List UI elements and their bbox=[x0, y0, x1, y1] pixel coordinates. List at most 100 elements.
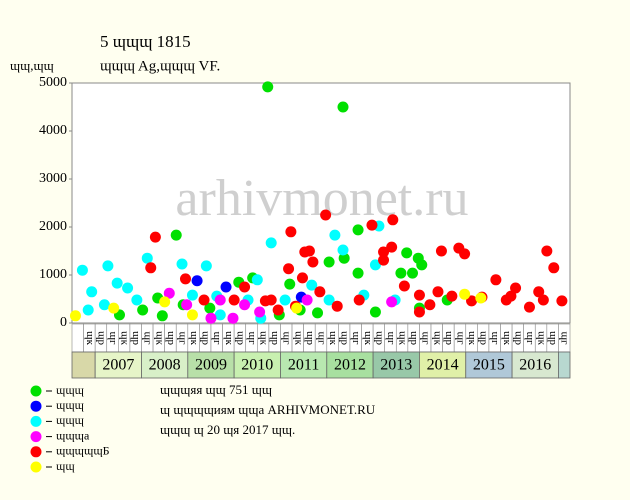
x-tick-label: ɰр bbox=[339, 331, 351, 346]
x-tick-label: ɰр bbox=[269, 331, 281, 346]
legend-label: ɰɰ bbox=[56, 459, 75, 473]
x-tick-label: ɰк bbox=[501, 331, 513, 346]
year-label: 2008 bbox=[149, 357, 181, 374]
x-tick-label: ɰр bbox=[478, 331, 490, 346]
data-point bbox=[337, 244, 349, 256]
data-point bbox=[353, 294, 365, 306]
data-point bbox=[204, 302, 216, 314]
data-point bbox=[459, 288, 471, 300]
data-point bbox=[312, 307, 324, 319]
data-point bbox=[556, 295, 568, 307]
x-tick-label: ɰр bbox=[200, 331, 212, 346]
data-point bbox=[285, 226, 297, 238]
data-point bbox=[111, 277, 123, 289]
data-point bbox=[435, 245, 447, 257]
year-label: 2014 bbox=[427, 357, 459, 374]
x-tick-label: ɰр bbox=[95, 331, 107, 346]
data-point bbox=[301, 294, 313, 306]
plot-area bbox=[71, 82, 571, 324]
data-point bbox=[413, 289, 425, 301]
x-tick-label: ɰр bbox=[304, 331, 316, 346]
data-point bbox=[86, 286, 98, 298]
legend-label: ɰɰɰ bbox=[56, 383, 85, 397]
y-tick-label: 0 bbox=[60, 315, 67, 330]
legend-marker bbox=[30, 446, 42, 458]
x-tick-label: ɰр bbox=[234, 331, 246, 346]
data-point bbox=[352, 267, 364, 279]
data-point bbox=[170, 229, 182, 241]
data-point bbox=[490, 274, 502, 286]
data-point bbox=[137, 304, 149, 316]
category-cell bbox=[71, 323, 84, 353]
year-label: 2011 bbox=[288, 357, 319, 374]
data-point bbox=[159, 296, 171, 308]
legend-label: ɰɰɰа bbox=[56, 428, 90, 442]
data-point bbox=[510, 282, 522, 294]
data-point bbox=[296, 272, 308, 284]
data-point bbox=[314, 286, 326, 298]
x-tick-label: ɰр bbox=[165, 331, 177, 346]
x-tick-label: ɰк bbox=[188, 331, 200, 346]
data-point bbox=[98, 299, 110, 311]
data-point bbox=[378, 246, 390, 258]
data-point bbox=[459, 248, 471, 260]
x-tick-label: ɰк bbox=[258, 331, 270, 346]
data-point bbox=[102, 260, 114, 272]
data-point bbox=[424, 299, 436, 311]
x-tick-label: ɰг bbox=[350, 331, 362, 345]
x-tick-label: ɰг bbox=[454, 331, 466, 345]
data-point bbox=[283, 263, 295, 275]
year-label: 2016 bbox=[519, 357, 551, 374]
data-point bbox=[214, 294, 226, 306]
data-point bbox=[306, 279, 318, 291]
y-tick-label: 3000 bbox=[39, 171, 67, 186]
data-point bbox=[198, 294, 210, 306]
data-point bbox=[533, 286, 545, 298]
data-point bbox=[386, 296, 398, 308]
x-tick-label: ɰр bbox=[130, 331, 142, 346]
data-point bbox=[387, 214, 399, 226]
data-point bbox=[541, 245, 553, 257]
x-tick-label: ɰк bbox=[431, 331, 443, 346]
data-point bbox=[446, 290, 458, 302]
year-cell bbox=[465, 351, 513, 379]
x-tick-label: ɰк bbox=[292, 331, 304, 346]
x-tick-label: ɰг bbox=[211, 331, 223, 345]
legend-marker bbox=[30, 431, 42, 443]
data-point bbox=[395, 267, 407, 279]
data-point bbox=[69, 310, 81, 322]
data-point bbox=[156, 310, 168, 322]
x-tick-label: ɰр bbox=[408, 331, 420, 346]
x-tick-label: ɰг bbox=[176, 331, 188, 345]
data-point bbox=[307, 256, 319, 268]
year-cell bbox=[280, 351, 328, 379]
data-point bbox=[141, 252, 153, 264]
data-point bbox=[251, 274, 263, 286]
x-tick-label: ɰк bbox=[119, 331, 131, 346]
data-point bbox=[176, 258, 188, 270]
x-tick-label: ɰк bbox=[327, 331, 339, 346]
data-point bbox=[186, 309, 198, 321]
x-tick-label: ɰг bbox=[281, 331, 293, 345]
x-tick-label: ɰр bbox=[547, 331, 559, 346]
data-point bbox=[475, 292, 487, 304]
data-point bbox=[265, 294, 277, 306]
data-point bbox=[369, 306, 381, 318]
data-point bbox=[323, 256, 335, 268]
data-point bbox=[352, 224, 364, 236]
y-tick-label: 4000 bbox=[39, 123, 67, 138]
x-tick-label: ɰг bbox=[559, 331, 571, 345]
data-point bbox=[284, 278, 296, 290]
x-tick-label: ɰк bbox=[153, 331, 165, 346]
data-point bbox=[108, 302, 120, 314]
x-tick-label: ɰк bbox=[223, 331, 235, 346]
data-point bbox=[413, 306, 425, 318]
data-point bbox=[122, 282, 134, 294]
data-point bbox=[181, 299, 193, 311]
x-tick-label: ɰк bbox=[466, 331, 478, 346]
year-cell bbox=[419, 351, 467, 379]
data-point bbox=[398, 280, 410, 292]
data-point bbox=[214, 309, 226, 321]
year-cell bbox=[71, 351, 96, 379]
